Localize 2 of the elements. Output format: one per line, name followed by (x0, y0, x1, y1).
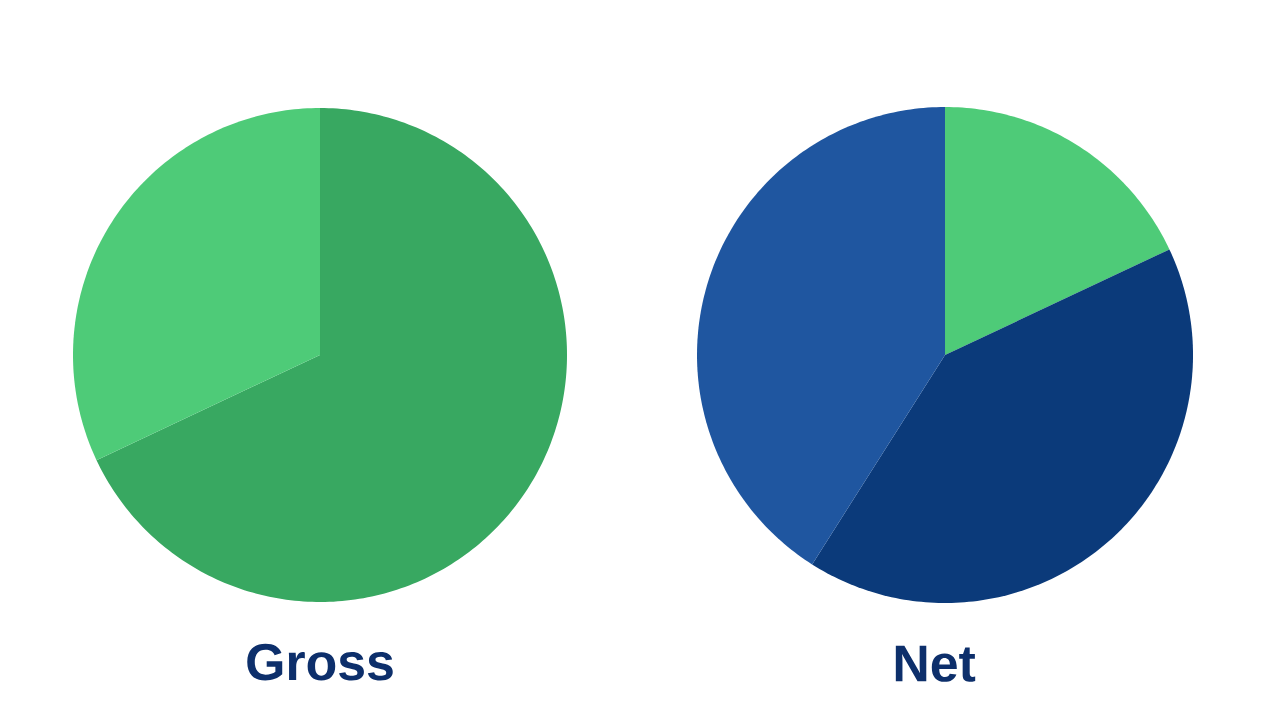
text: Net (895, 645, 976, 682)
text: Gross (247, 643, 393, 681)
